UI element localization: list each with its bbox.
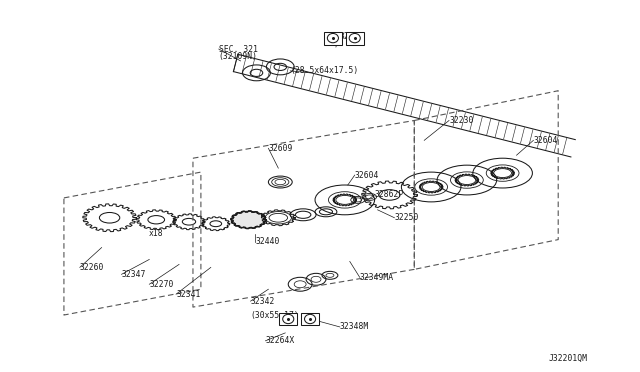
Bar <box>324 32 342 45</box>
Text: 32270: 32270 <box>149 280 173 289</box>
Text: 32250: 32250 <box>394 213 419 222</box>
Text: 32604: 32604 <box>533 136 558 145</box>
Text: (32109N): (32109N) <box>219 52 258 61</box>
Text: (30x55x17): (30x55x17) <box>250 311 300 320</box>
Text: 32862P: 32862P <box>374 190 404 199</box>
Text: 32260: 32260 <box>80 263 104 272</box>
Text: 32219: 32219 <box>340 32 364 41</box>
Text: 32440: 32440 <box>255 237 280 246</box>
Text: 32341: 32341 <box>176 290 200 299</box>
Text: 32604: 32604 <box>355 171 379 180</box>
Text: x18: x18 <box>149 229 164 238</box>
Text: 32264X: 32264X <box>266 336 294 345</box>
Bar <box>301 312 319 326</box>
Text: 32348M: 32348M <box>340 323 369 331</box>
Text: J32201QM: J32201QM <box>549 354 588 363</box>
Text: SEC. 321: SEC. 321 <box>219 45 258 54</box>
Text: 32342: 32342 <box>250 296 275 306</box>
Text: 32609: 32609 <box>268 144 292 153</box>
Bar <box>279 312 297 326</box>
Bar <box>346 32 364 45</box>
Text: 32349MA: 32349MA <box>360 273 394 282</box>
Ellipse shape <box>232 211 266 228</box>
Text: (28.5x64x17.5): (28.5x64x17.5) <box>290 66 358 76</box>
Text: 32347: 32347 <box>122 270 146 279</box>
Text: 32230: 32230 <box>449 116 474 125</box>
